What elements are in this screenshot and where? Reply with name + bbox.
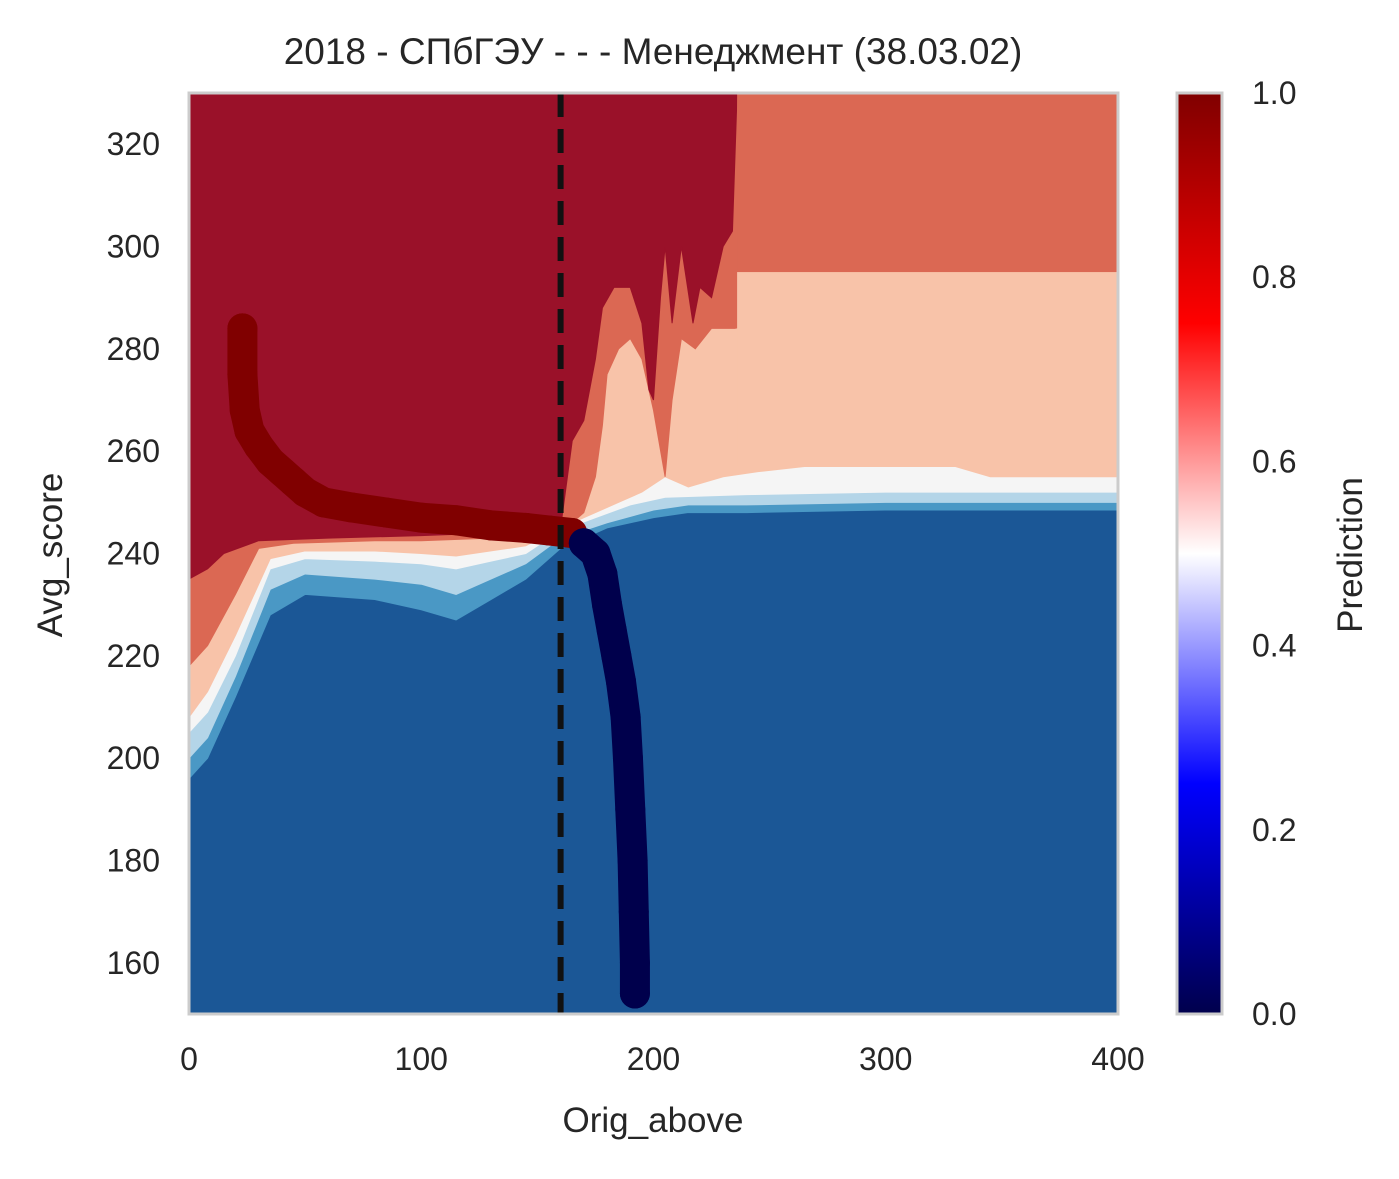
curve-below-point [605,666,636,697]
plot-frame [187,91,1120,1016]
colorbar-ticks: 0.0 0.2 0.4 0.6 0.8 1.0 [1252,75,1296,1032]
y-axis-ticks: 160 180 200 220 240 260 280 300 320 [107,126,160,981]
y-axis-label: Avg_score [31,473,70,638]
y-tick-label: 320 [107,126,160,162]
colorbar-tick-label: 0.4 [1252,628,1296,664]
curve-above-point [227,313,258,344]
curve-above-point [308,487,339,518]
y-tick-label: 200 [107,740,160,776]
y-tick-label: 260 [107,433,160,469]
colorbar-tick-label: 0.6 [1252,443,1296,479]
colorbar-label: Prediction [1331,477,1370,633]
contour-layer [189,93,1118,1014]
curve-above-point [441,505,472,536]
x-tick-label: 100 [395,1041,448,1077]
x-axis-ticks: 0 100 200 300 400 [180,1041,1145,1077]
region-right-band [737,272,1118,467]
curve-above-point [533,515,564,546]
curve-above-point [510,512,541,543]
curve-above-point [227,359,258,390]
chart-title: 2018 - СПбГЭУ - - - Менеджмент (38.03.02… [284,31,1023,72]
plot-area [189,93,1118,1014]
curve-below-point [610,702,641,733]
x-tick-label: 0 [180,1041,198,1077]
x-axis-label: Orig_above [563,1101,744,1140]
colorbar-tick-label: 0.0 [1252,996,1296,1032]
curve-below-point [618,896,649,927]
y-tick-label: 300 [107,229,160,265]
region-level-7 [189,93,738,580]
curve-below-point [592,589,623,620]
x-tick-label: 200 [627,1041,680,1077]
curve-below-point [619,947,650,978]
x-tick-label: 300 [859,1041,912,1077]
curve-below-point [601,640,632,671]
y-tick-label: 220 [107,638,160,674]
curve-below-point [596,615,627,646]
colorbar-tick-label: 0.2 [1252,812,1296,848]
colorbar-tick-label: 1.0 [1252,75,1296,111]
curve-above-point [336,492,367,523]
curve-below-point [612,743,643,774]
colorbar: 0.0 0.2 0.4 0.6 0.8 1.0 Prediction [1175,75,1370,1032]
curve-above-point [371,497,402,528]
y-tick-label: 280 [107,331,160,367]
y-tick-label: 160 [107,945,160,981]
curve-below-point [587,558,618,589]
curve-below-point [617,845,648,876]
curve-below-point [619,978,650,1009]
boundary-curve [227,313,650,1009]
colorbar-gradient [1175,91,1224,1016]
y-tick-label: 180 [107,843,160,879]
x-tick-label: 400 [1091,1041,1144,1077]
curve-below-point [615,794,646,825]
curve-above-point [475,510,506,541]
colorbar-tick-label: 0.8 [1252,259,1296,295]
region-upper-right-band [737,93,1118,273]
curve-above-point [406,502,437,533]
y-tick-label: 240 [107,536,160,572]
